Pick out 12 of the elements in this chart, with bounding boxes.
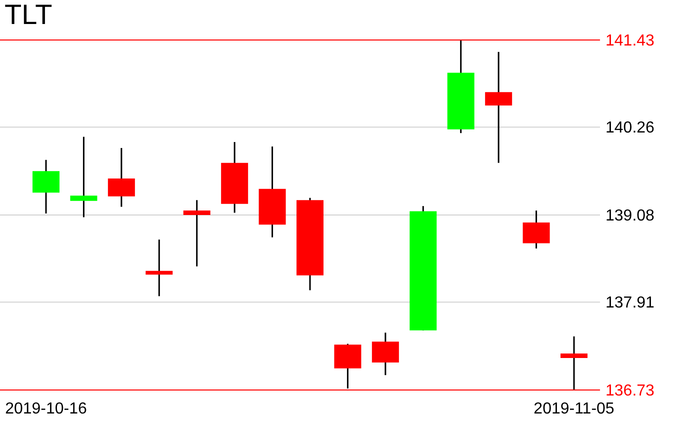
- y-tick-label: 141.43: [606, 32, 655, 50]
- candlestick: [485, 51, 512, 164]
- chart-title: TLT: [4, 0, 52, 30]
- y-tick-label: 139.08: [606, 208, 655, 224]
- candlestick: [146, 238, 173, 297]
- candlestick: [183, 199, 210, 268]
- x-tick-label: 2019-11-05: [534, 400, 614, 418]
- candlestick: [70, 136, 98, 218]
- y-tick-label: 137.91: [606, 294, 655, 312]
- x-tick-label: 2019-10-16: [5, 400, 88, 418]
- y-tick-label: 136.73: [606, 382, 655, 400]
- y-tick-label: 140.26: [606, 120, 655, 137]
